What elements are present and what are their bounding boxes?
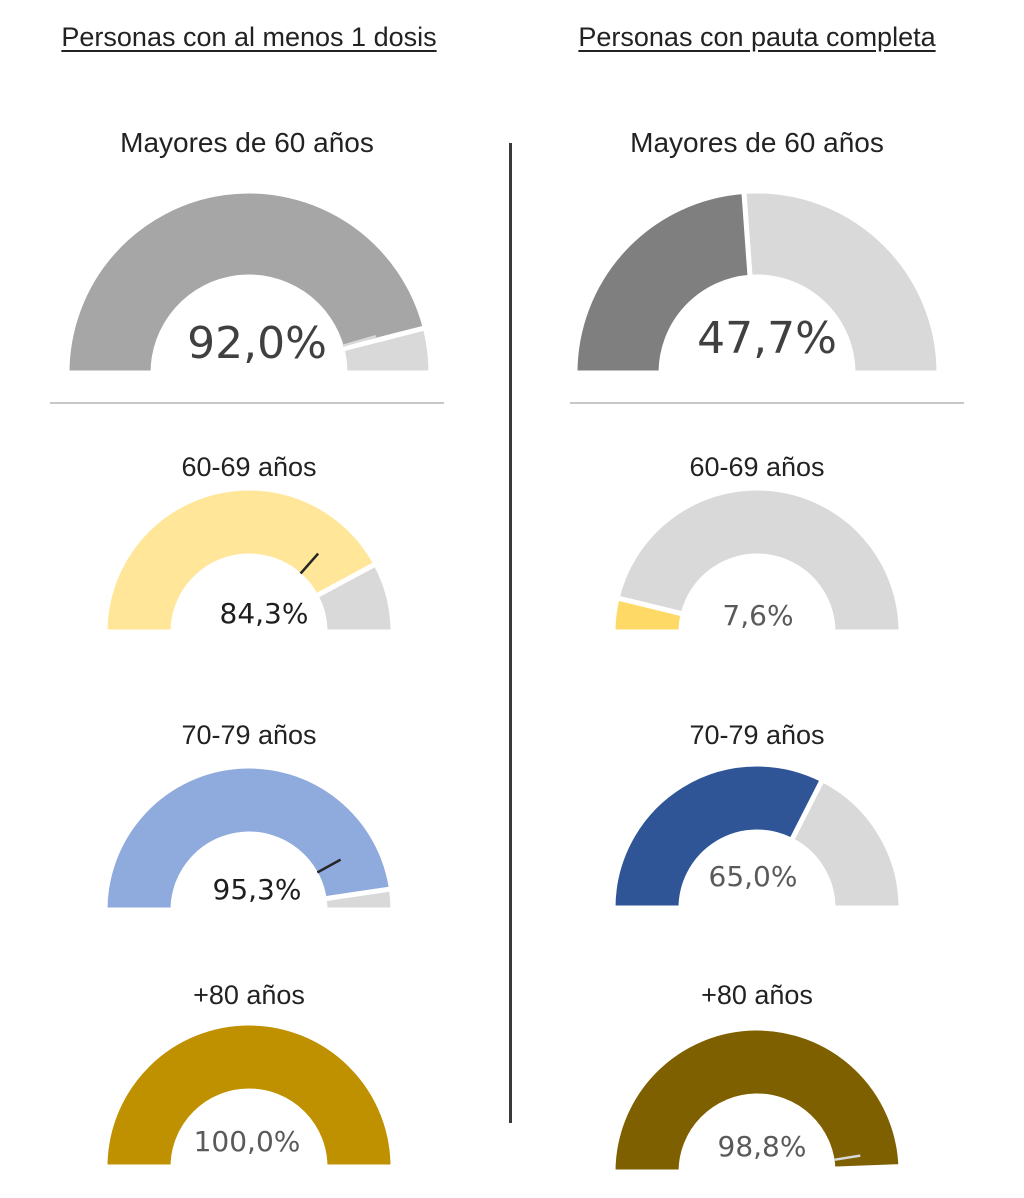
gauge-value-arc: [572, 188, 753, 376]
gauge-needle-marker: [342, 334, 377, 347]
section-divider-left: [50, 402, 444, 404]
gauge-remainder-arc: [338, 324, 434, 376]
gauge-value-label: 98,8%: [717, 1130, 807, 1163]
gauge-title: Mayores de 60 años: [120, 127, 374, 158]
column-header-one-dose: Personas con al menos 1 dosis: [61, 22, 437, 52]
gauge-value-label: 100,0%: [193, 1125, 301, 1158]
gauge-value-arc: [610, 761, 826, 911]
gauge-title: +80 años: [701, 980, 813, 1010]
gauge-title: +80 años: [193, 980, 305, 1010]
gauge-needle-marker: [299, 552, 320, 575]
gauge-title: 60-69 años: [689, 452, 825, 482]
gauge-value-arc: [102, 1020, 396, 1170]
gauge-value-arc: [610, 1025, 904, 1175]
gauge-title: 70-79 años: [689, 720, 825, 750]
gauge-title: 60-69 años: [181, 452, 317, 482]
column-divider: [509, 143, 512, 1123]
gauge-value-arc: [102, 485, 380, 635]
gauge-value-label: 84,3%: [219, 597, 309, 630]
gauge-value-arc: [64, 188, 429, 376]
gauge-title: Mayores de 60 años: [630, 127, 884, 158]
gauge-remainder-arc: [741, 188, 942, 376]
gauge-needle-marker: [316, 858, 342, 874]
section-divider-right: [570, 402, 964, 404]
gauge-needle-marker: [833, 1154, 861, 1162]
gauge-value-label: 92,0%: [187, 318, 327, 369]
gauge-remainder-arc: [312, 560, 396, 635]
gauge-value-label: 95,3%: [212, 873, 302, 906]
gauge-remainder-arc: [614, 485, 904, 635]
gauge-value-label: 7,6%: [722, 599, 794, 632]
gauge-value-arc: [610, 594, 687, 635]
gauge-remainder-arc: [788, 776, 904, 911]
column-header-full-schedule: Personas con pauta completa: [578, 22, 936, 52]
gauge-value-label: 47,7%: [697, 313, 837, 364]
gauge-value-label: 65,0%: [708, 860, 798, 893]
gauge-title: 70-79 años: [181, 720, 317, 750]
gauge-value-arc: [102, 763, 395, 913]
